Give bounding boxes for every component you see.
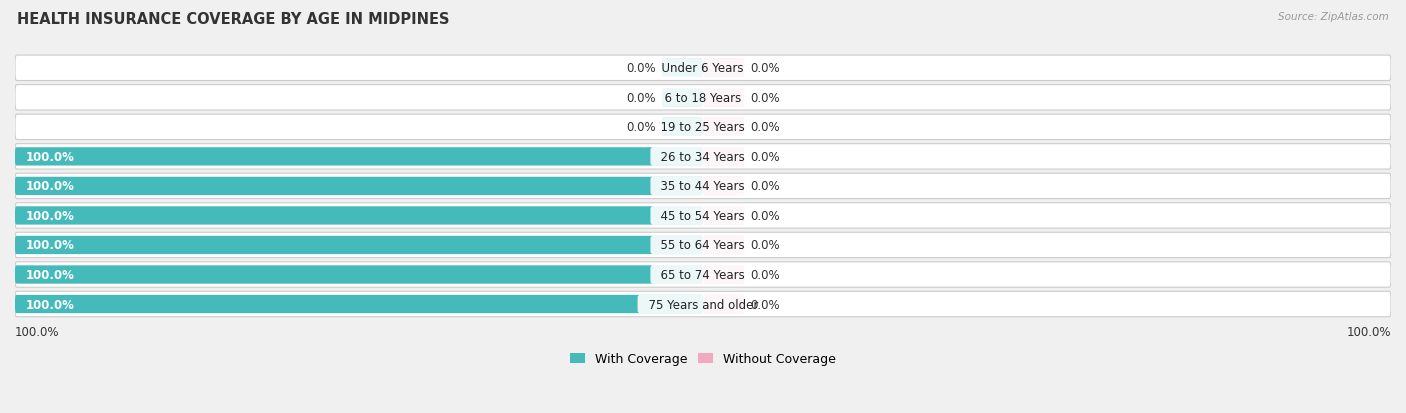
Text: 100.0%: 100.0% xyxy=(25,239,75,252)
FancyBboxPatch shape xyxy=(703,177,744,196)
FancyBboxPatch shape xyxy=(662,59,703,78)
FancyBboxPatch shape xyxy=(15,236,703,254)
Text: 0.0%: 0.0% xyxy=(627,92,657,104)
FancyBboxPatch shape xyxy=(15,266,703,284)
Text: 0.0%: 0.0% xyxy=(627,121,657,134)
FancyBboxPatch shape xyxy=(15,203,1391,228)
Text: 0.0%: 0.0% xyxy=(749,121,779,134)
Text: 75 Years and older: 75 Years and older xyxy=(641,298,765,311)
Text: 0.0%: 0.0% xyxy=(749,150,779,164)
FancyBboxPatch shape xyxy=(15,85,1391,111)
FancyBboxPatch shape xyxy=(703,148,744,166)
FancyBboxPatch shape xyxy=(703,207,744,225)
Text: 55 to 64 Years: 55 to 64 Years xyxy=(654,239,752,252)
Text: 65 to 74 Years: 65 to 74 Years xyxy=(654,268,752,281)
Text: 100.0%: 100.0% xyxy=(25,180,75,193)
Text: Source: ZipAtlas.com: Source: ZipAtlas.com xyxy=(1278,12,1389,22)
Text: 100.0%: 100.0% xyxy=(1347,325,1391,339)
FancyBboxPatch shape xyxy=(703,89,744,107)
Text: 100.0%: 100.0% xyxy=(25,150,75,164)
FancyBboxPatch shape xyxy=(703,59,744,78)
FancyBboxPatch shape xyxy=(15,292,1391,317)
Text: 45 to 54 Years: 45 to 54 Years xyxy=(654,209,752,222)
Text: 100.0%: 100.0% xyxy=(15,325,59,339)
FancyBboxPatch shape xyxy=(15,174,1391,199)
FancyBboxPatch shape xyxy=(15,56,1391,81)
FancyBboxPatch shape xyxy=(15,144,1391,170)
FancyBboxPatch shape xyxy=(15,115,1391,140)
Text: 26 to 34 Years: 26 to 34 Years xyxy=(654,150,752,164)
FancyBboxPatch shape xyxy=(15,262,1391,287)
Text: 0.0%: 0.0% xyxy=(749,268,779,281)
FancyBboxPatch shape xyxy=(662,89,703,107)
Text: Under 6 Years: Under 6 Years xyxy=(655,62,751,75)
Text: 0.0%: 0.0% xyxy=(749,239,779,252)
FancyBboxPatch shape xyxy=(703,266,744,284)
Text: 0.0%: 0.0% xyxy=(627,62,657,75)
Text: HEALTH INSURANCE COVERAGE BY AGE IN MIDPINES: HEALTH INSURANCE COVERAGE BY AGE IN MIDP… xyxy=(17,12,450,27)
Text: 19 to 25 Years: 19 to 25 Years xyxy=(654,121,752,134)
FancyBboxPatch shape xyxy=(15,148,703,166)
Text: 0.0%: 0.0% xyxy=(749,92,779,104)
Text: 0.0%: 0.0% xyxy=(749,62,779,75)
Text: 0.0%: 0.0% xyxy=(749,180,779,193)
FancyBboxPatch shape xyxy=(15,295,703,313)
Text: 100.0%: 100.0% xyxy=(25,298,75,311)
Text: 35 to 44 Years: 35 to 44 Years xyxy=(654,180,752,193)
Text: 100.0%: 100.0% xyxy=(25,209,75,222)
Text: 0.0%: 0.0% xyxy=(749,209,779,222)
FancyBboxPatch shape xyxy=(15,207,703,225)
FancyBboxPatch shape xyxy=(15,233,1391,258)
FancyBboxPatch shape xyxy=(703,119,744,137)
Text: 6 to 18 Years: 6 to 18 Years xyxy=(657,92,749,104)
FancyBboxPatch shape xyxy=(703,236,744,254)
FancyBboxPatch shape xyxy=(15,177,703,196)
Text: 100.0%: 100.0% xyxy=(25,268,75,281)
Text: 0.0%: 0.0% xyxy=(749,298,779,311)
FancyBboxPatch shape xyxy=(703,295,744,313)
Legend: With Coverage, Without Coverage: With Coverage, Without Coverage xyxy=(565,347,841,370)
FancyBboxPatch shape xyxy=(662,119,703,137)
